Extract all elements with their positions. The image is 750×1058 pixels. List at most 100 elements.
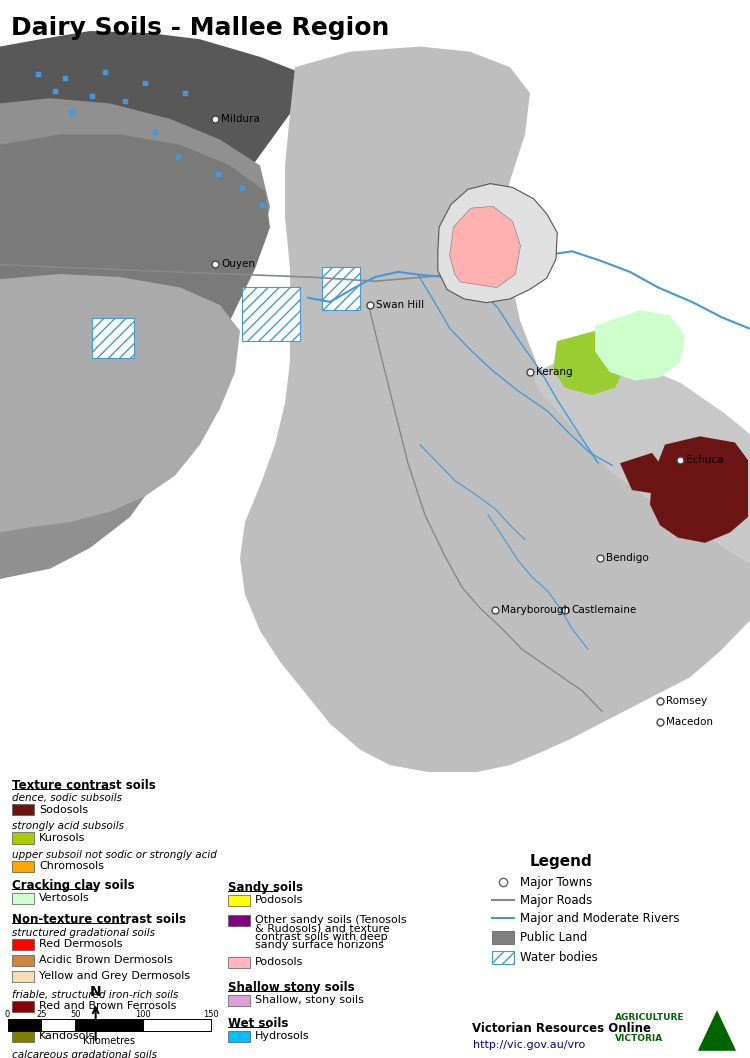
Text: 0: 0 (4, 1010, 10, 1019)
Text: Other sandy soils (Tenosols: Other sandy soils (Tenosols (255, 915, 406, 925)
Text: Major and Moderate Rivers: Major and Moderate Rivers (520, 912, 680, 925)
Bar (228, 915, 250, 926)
Point (66, 104, 78, 121)
Point (179, 85, 191, 102)
Text: Shallow, stony soils: Shallow, stony soils (255, 996, 364, 1005)
Text: Victorian Resources Online: Victorian Resources Online (472, 1022, 652, 1035)
Text: Vertosols: Vertosols (39, 893, 90, 904)
Text: 100: 100 (135, 1010, 151, 1019)
Bar (242, 288, 300, 341)
Bar (143, 1020, 211, 1032)
Bar (92, 318, 134, 358)
Text: structured gradational soils: structured gradational soils (12, 928, 155, 937)
Point (49, 83, 61, 99)
Text: 150: 150 (202, 1010, 218, 1019)
Bar (41, 1020, 75, 1032)
Text: dence, sodic subsoils: dence, sodic subsoils (12, 794, 122, 803)
Text: friable, structured iron-rich soils: friable, structured iron-rich soils (12, 990, 178, 1000)
Text: VICTORIA: VICTORIA (615, 1034, 663, 1042)
Point (59, 69, 71, 86)
Text: upper subsoil not sodic or strongly acid: upper subsoil not sodic or strongly acid (12, 850, 217, 859)
Polygon shape (0, 134, 270, 491)
Polygon shape (240, 47, 750, 772)
Polygon shape (620, 453, 665, 494)
Text: Acidic Brown Dermosols: Acidic Brown Dermosols (39, 955, 173, 965)
Text: Romsey: Romsey (666, 696, 707, 706)
Text: Dairy Soils - Mallee Region: Dairy Soils - Mallee Region (11, 16, 390, 40)
Point (119, 93, 131, 110)
Bar (8, 1020, 41, 1032)
Text: Major Roads: Major Roads (520, 894, 593, 907)
Text: Podosols: Podosols (255, 957, 303, 967)
Bar (12, 804, 34, 816)
Bar (12, 938, 34, 950)
Text: & Rudosols) and texture: & Rudosols) and texture (255, 924, 390, 933)
Text: Swan Hill: Swan Hill (376, 300, 424, 310)
Bar (12, 954, 34, 966)
Text: Water bodies: Water bodies (520, 951, 598, 964)
Bar (228, 956, 250, 968)
Polygon shape (698, 1010, 736, 1051)
Point (172, 149, 184, 166)
Bar (492, 931, 514, 944)
Text: Texture contrast soils: Texture contrast soils (12, 779, 156, 791)
Bar (12, 1001, 34, 1011)
Text: Wet soils: Wet soils (228, 1018, 288, 1030)
Text: Hydrosols: Hydrosols (255, 1032, 310, 1041)
Text: Sandy soils: Sandy soils (228, 881, 303, 894)
Text: Sodosols: Sodosols (39, 805, 88, 815)
Polygon shape (0, 31, 300, 507)
Point (86, 88, 98, 105)
Text: weakly structured gradational soils: weakly structured gradational soils (12, 1020, 194, 1029)
Polygon shape (553, 331, 625, 395)
Text: Macedon: Macedon (666, 716, 713, 727)
Text: contrast soils with deep: contrast soils with deep (255, 932, 388, 942)
Point (149, 124, 161, 141)
Point (99, 63, 111, 80)
Bar (12, 833, 34, 843)
Text: Kerang: Kerang (536, 367, 573, 378)
Bar (12, 860, 34, 872)
Text: AGRICULTURE: AGRICULTURE (615, 1014, 685, 1022)
Text: Mildura: Mildura (221, 114, 260, 124)
Text: Ouyen: Ouyen (221, 258, 255, 269)
Text: strongly acid subsoils: strongly acid subsoils (12, 821, 124, 832)
Text: Cracking clay soils: Cracking clay soils (12, 879, 135, 892)
Text: 25: 25 (36, 1010, 46, 1019)
Polygon shape (449, 206, 520, 288)
Bar (228, 995, 250, 1006)
Text: Maryborough: Maryborough (501, 605, 570, 615)
Bar (322, 267, 360, 310)
Text: Echuca: Echuca (686, 455, 724, 466)
Text: Red and Brown Ferrosols: Red and Brown Ferrosols (39, 1001, 176, 1011)
Polygon shape (438, 184, 557, 303)
Bar (228, 895, 250, 906)
Point (212, 165, 224, 182)
Text: Kurosols: Kurosols (39, 833, 86, 843)
Bar (12, 893, 34, 904)
Text: Bendigo: Bendigo (606, 553, 649, 563)
Polygon shape (595, 310, 685, 381)
Text: Major Towns: Major Towns (520, 876, 593, 889)
Polygon shape (535, 351, 750, 564)
Bar (492, 951, 514, 964)
Text: Non-texture contrast soils: Non-texture contrast soils (12, 913, 186, 926)
Text: Legend: Legend (530, 854, 592, 869)
Text: Kandosols: Kandosols (39, 1032, 95, 1041)
Point (139, 74, 151, 91)
Text: Yellow and Grey Dermosols: Yellow and Grey Dermosols (39, 971, 190, 982)
Text: calcareous gradational soils: calcareous gradational soils (12, 1050, 157, 1058)
Point (236, 180, 248, 197)
Text: Podosols: Podosols (255, 895, 303, 906)
Text: 50: 50 (70, 1010, 80, 1019)
Polygon shape (0, 98, 270, 579)
Text: sandy surface horizons: sandy surface horizons (255, 941, 384, 950)
Point (256, 196, 268, 213)
Bar (12, 1030, 34, 1042)
Text: Chromosols: Chromosols (39, 861, 104, 871)
Polygon shape (0, 274, 240, 532)
Bar (12, 971, 34, 982)
Text: Red Dermosols: Red Dermosols (39, 940, 122, 949)
Point (32, 66, 44, 83)
Polygon shape (650, 436, 748, 543)
